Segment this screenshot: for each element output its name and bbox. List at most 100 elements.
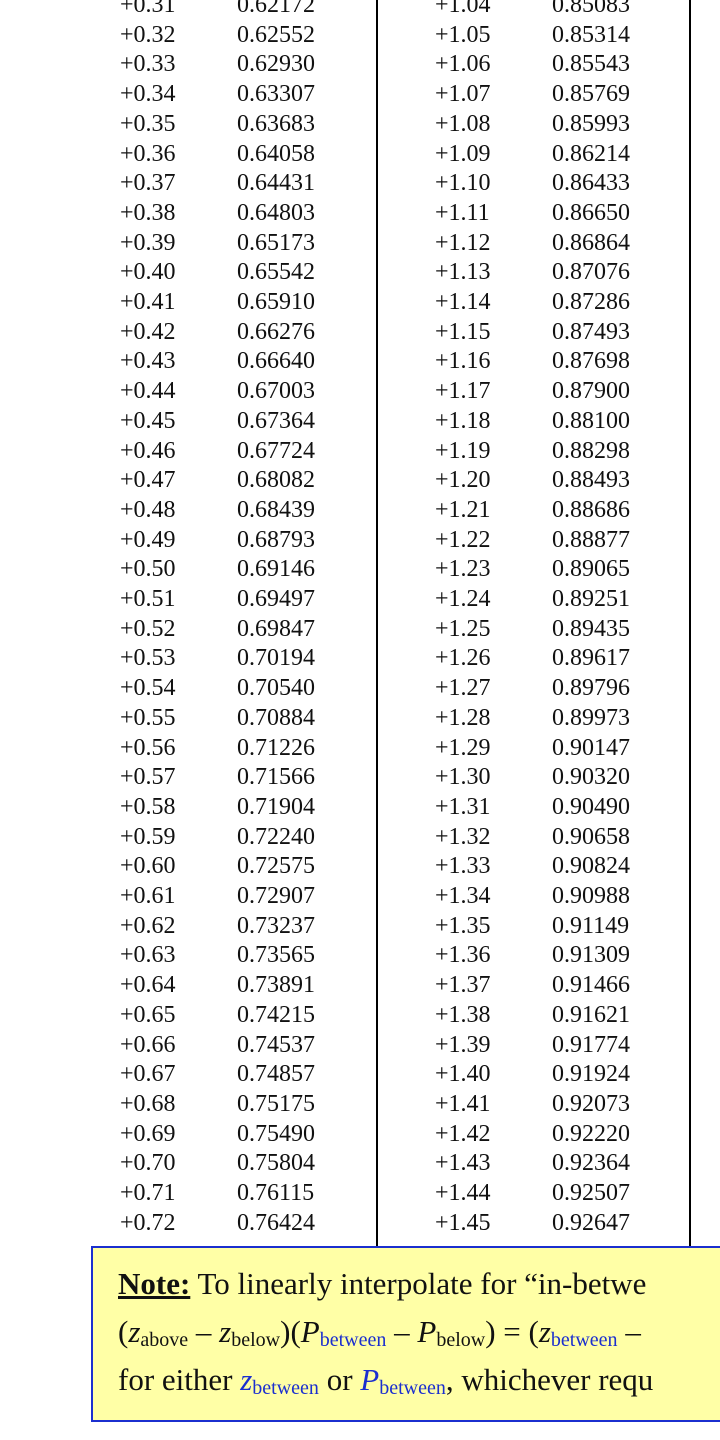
probability: 0.72907: [237, 883, 315, 909]
t: –: [188, 1314, 220, 1349]
z-value: +0.39: [120, 229, 176, 256]
probability: 0.75175: [237, 1090, 315, 1117]
z-value: +0.38: [120, 199, 176, 226]
t: for either: [118, 1362, 241, 1397]
z-value: +1.10: [435, 170, 491, 197]
column-divider: [376, 0, 378, 1247]
probability: 0.75490: [237, 1120, 315, 1147]
z-value: +0.41: [120, 289, 176, 315]
z-value: +0.71: [120, 1180, 176, 1206]
z-value: +1.24: [435, 586, 491, 612]
probability: 0.87900: [552, 378, 630, 405]
z-value: +1.32: [435, 823, 491, 850]
t: P: [300, 1314, 320, 1349]
t: between: [252, 1377, 319, 1399]
z-value: +0.58: [120, 793, 176, 820]
z-value: +0.40: [120, 259, 176, 286]
z-value: +1.38: [435, 1001, 491, 1028]
z-value: +1.42: [435, 1120, 491, 1147]
probability: 0.89435: [552, 615, 630, 642]
probability: 0.69847: [237, 615, 315, 642]
z-value: +1.45: [435, 1209, 491, 1236]
z-value: +1.22: [435, 526, 491, 553]
probability: 0.90490: [552, 793, 630, 820]
z-value: +0.42: [120, 318, 176, 345]
z-value: +0.56: [120, 734, 176, 761]
probability: 0.65910: [237, 289, 315, 315]
z-value: +0.49: [120, 526, 176, 553]
z-value: +0.67: [120, 1061, 176, 1088]
z-value: +0.66: [120, 1031, 176, 1058]
probability: 0.85314: [552, 21, 630, 48]
z-value: +1.11: [435, 199, 490, 226]
t: z: [219, 1314, 232, 1349]
t: , whichever requ: [445, 1362, 654, 1397]
z-value: +1.13: [435, 259, 491, 286]
z-value: +1.17: [435, 378, 491, 405]
z-value: +0.63: [120, 942, 176, 969]
t: between: [379, 1377, 446, 1399]
z-value: +0.35: [120, 110, 176, 137]
probability: 0.71226: [237, 734, 315, 761]
z-value: +0.45: [120, 407, 176, 434]
z-value: +1.37: [435, 972, 491, 999]
z-value: +0.53: [120, 645, 176, 672]
t: )(: [280, 1314, 301, 1349]
z-value: +1.08: [435, 110, 491, 137]
probability: 0.75804: [237, 1150, 315, 1177]
probability: 0.74857: [237, 1061, 315, 1088]
probability: 0.92073: [552, 1090, 630, 1117]
probability: 0.63307: [237, 81, 315, 108]
t: (: [118, 1314, 129, 1349]
probability: 0.91149: [552, 912, 630, 939]
z-value: +0.44: [120, 378, 176, 405]
probability: 0.73237: [237, 912, 315, 939]
z-value: +1.35: [435, 912, 491, 939]
z-value: +1.25: [435, 615, 491, 642]
probability: 0.90320: [552, 764, 630, 791]
note-box: Note: To linearly interpolate for “in-be…: [91, 1246, 720, 1422]
z-value: +1.41: [435, 1090, 491, 1117]
probability: 0.76115: [237, 1180, 315, 1206]
z-value: +1.30: [435, 764, 491, 791]
z-value: +1.39: [435, 1031, 491, 1058]
z-value: +1.19: [435, 437, 491, 464]
probability: 0.88100: [552, 407, 630, 434]
z-value: +1.33: [435, 853, 491, 880]
probability: 0.90988: [552, 883, 630, 909]
probability: 0.67364: [237, 407, 315, 434]
z-value: +0.46: [120, 437, 176, 464]
probability: 0.73565: [237, 942, 315, 969]
z-value: +0.69: [120, 1120, 176, 1147]
probability: 0.86433: [552, 170, 630, 197]
probability: 0.69497: [237, 586, 315, 612]
probability: 0.85543: [552, 51, 630, 78]
probability: 0.87493: [552, 318, 630, 345]
z-value: +0.59: [120, 823, 176, 850]
probability: 0.86650: [552, 199, 630, 226]
probability: 0.63683: [237, 110, 315, 137]
probability: 0.92364: [552, 1150, 630, 1177]
z-value: +1.21: [435, 496, 491, 523]
column-divider: [689, 0, 691, 1247]
probability: 0.89973: [552, 704, 630, 731]
z-value: +1.12: [435, 229, 491, 256]
note-line: for either zbetween or Pbetween, whichev…: [118, 1362, 653, 1400]
probability: 0.91924: [552, 1061, 630, 1088]
probability: 0.68082: [237, 467, 315, 494]
z-value: +0.47: [120, 467, 176, 494]
t: –: [617, 1314, 641, 1349]
z-value: +0.43: [120, 348, 176, 375]
probability: 0.64058: [237, 140, 315, 167]
z-value: +1.18: [435, 407, 491, 434]
z-value: +0.72: [120, 1209, 176, 1236]
probability: 0.65542: [237, 259, 315, 286]
t: –: [386, 1314, 418, 1349]
probability: 0.70884: [237, 704, 315, 731]
probability: 0.70540: [237, 675, 315, 702]
z-value: +1.07: [435, 81, 491, 108]
z-value: +0.36: [120, 140, 176, 167]
probability: 0.88877: [552, 526, 630, 553]
probability: 0.62552: [237, 21, 315, 48]
probability: 0.64803: [237, 199, 315, 226]
